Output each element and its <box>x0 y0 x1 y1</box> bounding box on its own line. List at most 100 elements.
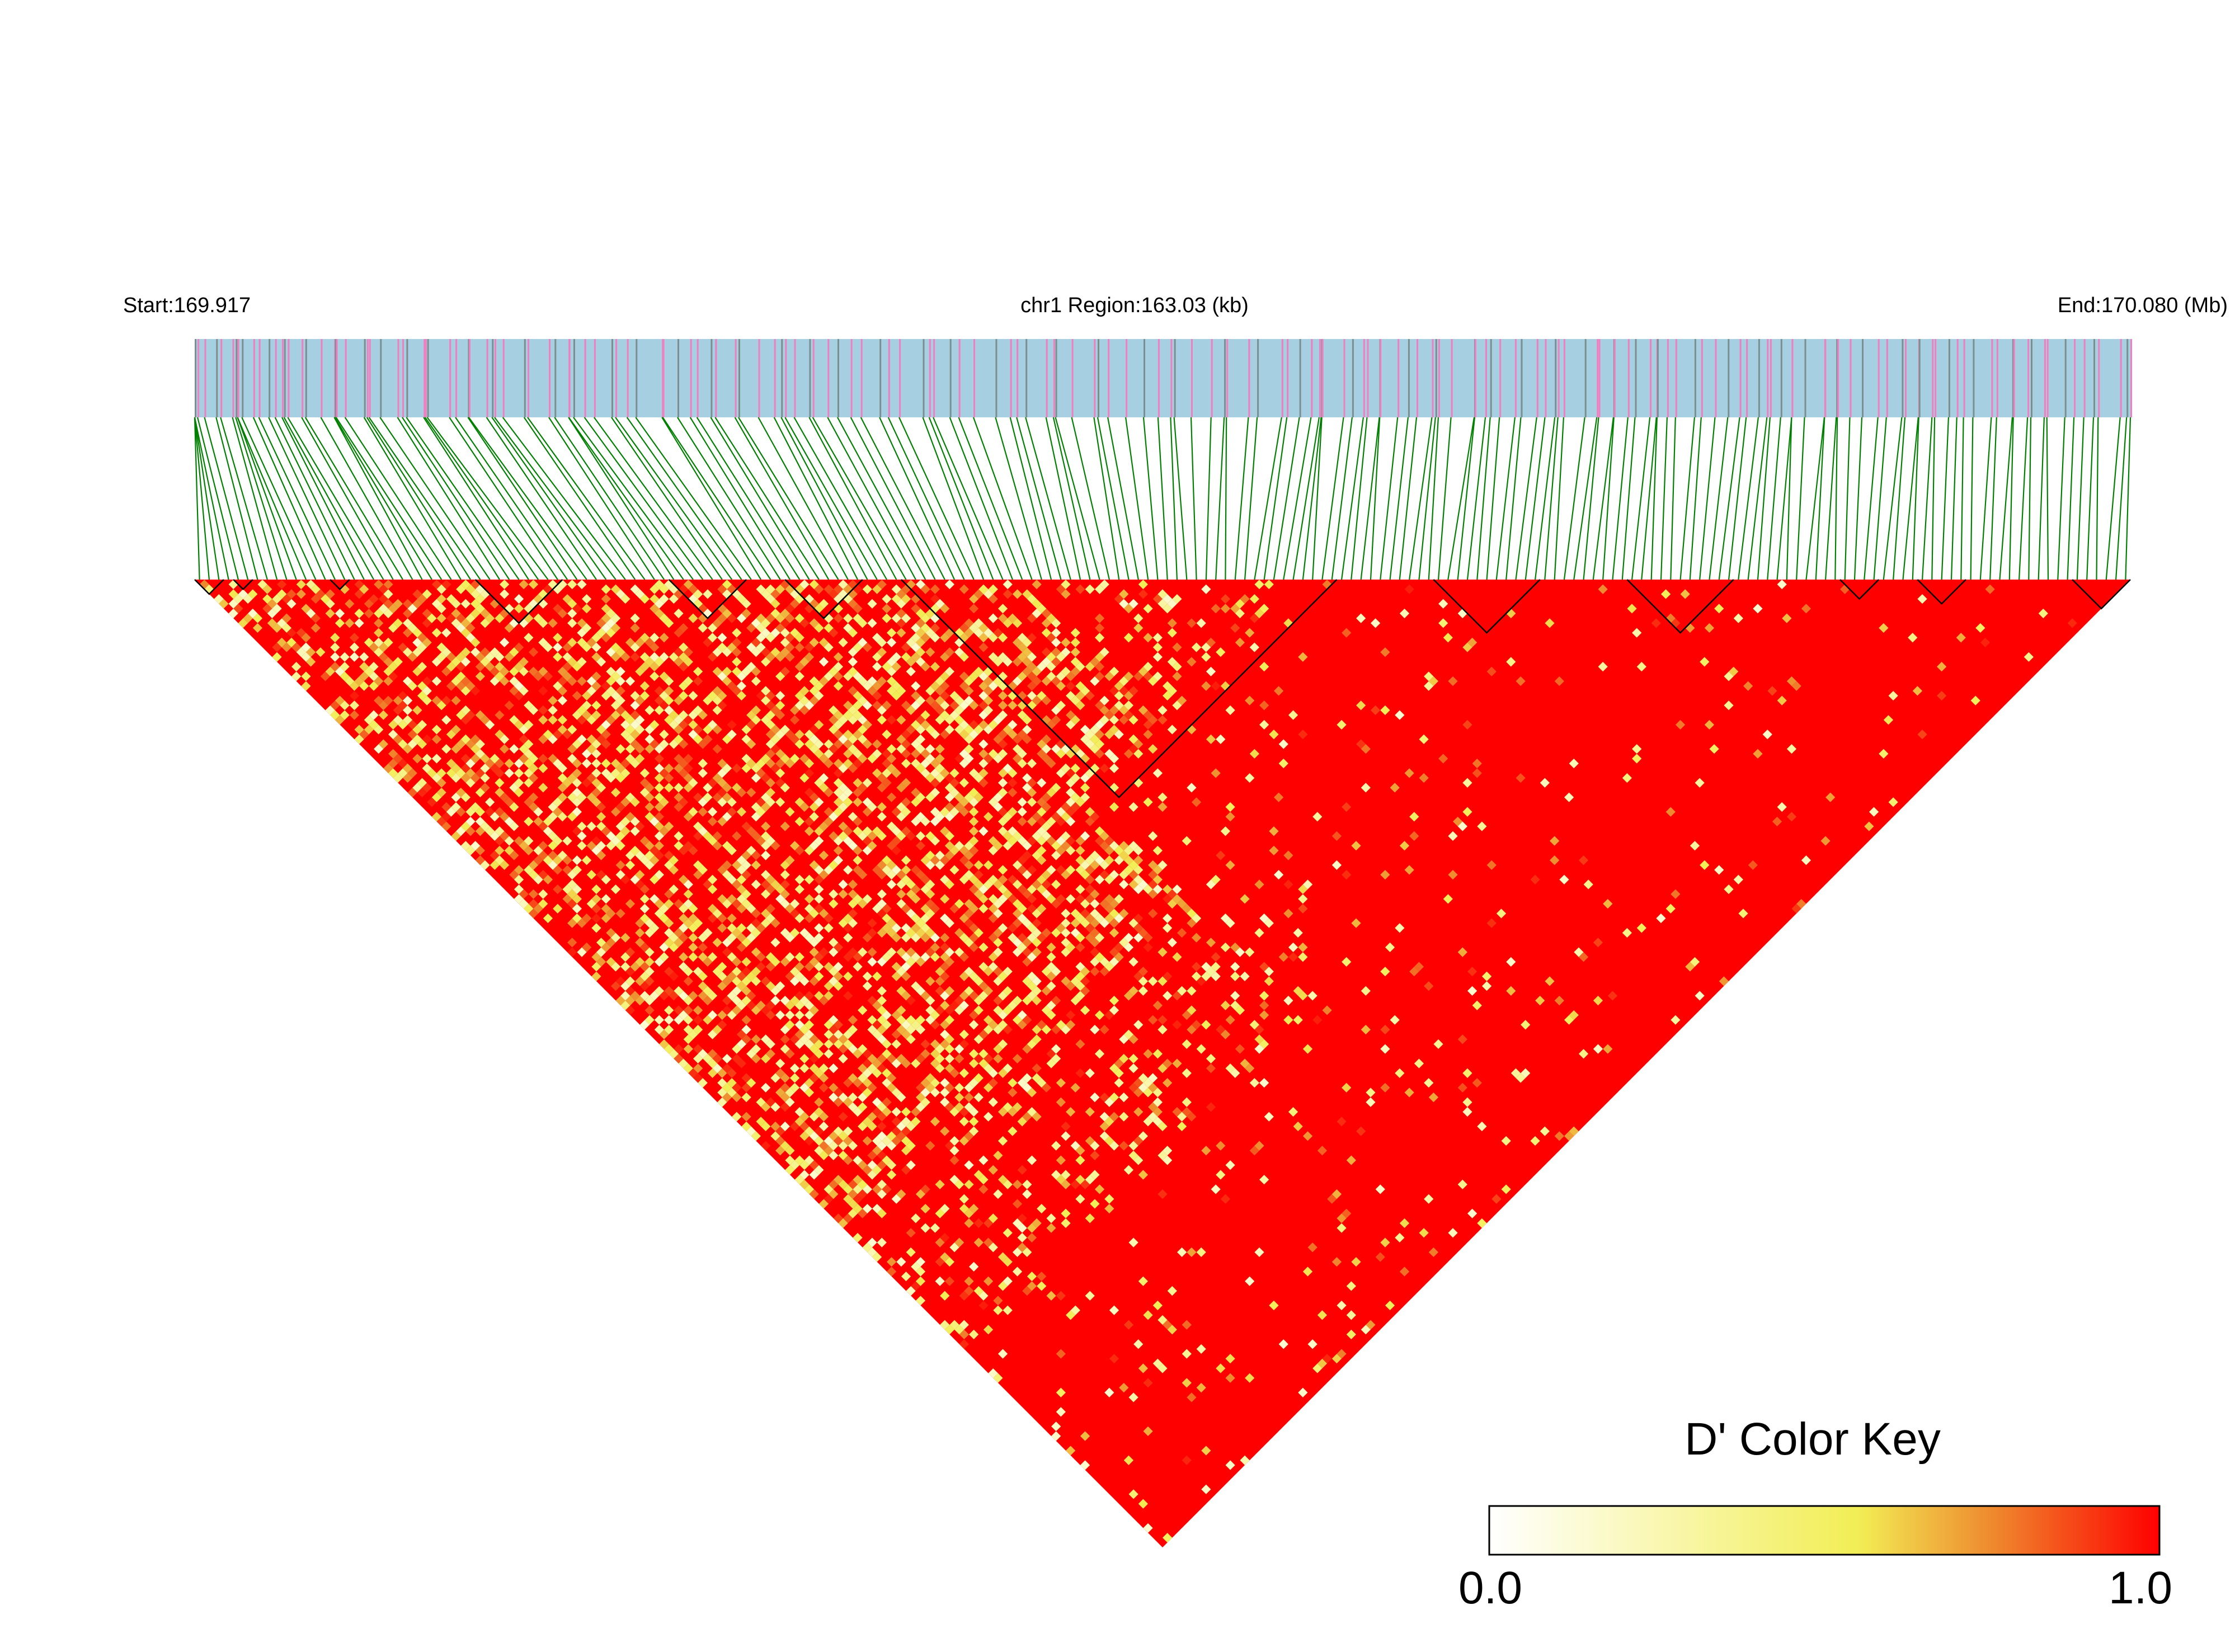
ld-cell <box>915 1024 926 1035</box>
ld-cell <box>838 821 848 831</box>
ld-cell <box>291 662 302 672</box>
ld-cell <box>1017 759 1027 769</box>
ld-cell <box>983 1024 994 1035</box>
ld-cell <box>1419 773 1429 783</box>
ld-cell <box>1143 710 1153 720</box>
ld-cell <box>818 1073 829 1083</box>
ld-cell <box>378 739 388 749</box>
ld-cell <box>761 754 771 764</box>
ld-cell <box>567 947 577 957</box>
ld-cell <box>877 870 887 880</box>
ld-cell <box>1090 812 1100 822</box>
ld-cell <box>954 1005 964 1015</box>
snp-connector <box>1660 417 1668 580</box>
ld-cell <box>407 681 417 691</box>
ld-cell <box>1462 642 1472 652</box>
ld-cell <box>944 1141 955 1151</box>
ld-cell <box>915 1257 926 1267</box>
ld-cell <box>1012 734 1023 745</box>
ld-cell <box>480 821 490 831</box>
ld-cell <box>698 807 708 817</box>
ld-cell <box>829 1131 839 1141</box>
ld-cell <box>1027 652 1037 662</box>
ld-cell <box>833 836 844 846</box>
ld-cell <box>1312 812 1323 822</box>
ld-cell <box>833 778 844 788</box>
ld-cell <box>997 1010 1008 1020</box>
ld-cell <box>940 1252 950 1262</box>
ld-cell <box>460 754 471 764</box>
ld-cell <box>1298 952 1308 962</box>
snp-connector <box>793 417 887 580</box>
ld-cell <box>504 759 514 769</box>
ld-cell <box>940 1203 950 1214</box>
ld-cell <box>920 991 930 1001</box>
ld-cell <box>944 850 955 860</box>
ld-cell <box>620 991 630 1001</box>
ld-cell <box>402 763 413 773</box>
ld-cell <box>983 986 994 996</box>
ld-cell <box>799 1121 810 1132</box>
ld-cell <box>698 710 708 720</box>
ld-cell <box>644 995 655 1006</box>
snp-connector <box>1747 417 1768 580</box>
ld-cell <box>412 628 422 638</box>
ld-cell <box>615 705 625 716</box>
ld-cell <box>983 1276 994 1286</box>
ld-cell <box>1380 1044 1390 1054</box>
ld-cell <box>775 768 785 778</box>
ld-cell <box>301 671 311 681</box>
ld-cell <box>431 628 442 638</box>
ld-cell <box>954 637 964 648</box>
ld-cell <box>669 710 679 720</box>
ld-cell <box>625 947 636 957</box>
ld-cell <box>983 812 994 822</box>
ld-cell <box>969 884 979 895</box>
ld-cell <box>1027 971 1037 981</box>
ld-cell <box>1056 700 1066 710</box>
ld-cell <box>780 879 790 889</box>
snp-connector <box>1864 417 1879 580</box>
ld-cell <box>1114 1068 1124 1078</box>
ld-cell <box>441 647 451 657</box>
ld-cell <box>582 913 592 924</box>
ld-cell <box>679 759 689 769</box>
ld-cell <box>935 1257 945 1267</box>
ld-cell <box>949 700 959 710</box>
ld-cell <box>978 884 989 895</box>
ld-cell <box>1046 865 1056 875</box>
ld-cell <box>1070 995 1080 1006</box>
ld-cell <box>756 623 766 633</box>
ld-cell <box>1114 845 1124 856</box>
ld-cell <box>345 676 355 686</box>
ld-cell <box>824 923 834 933</box>
ld-cell <box>978 710 989 720</box>
ld-cell <box>1017 797 1027 807</box>
ld-cell <box>1037 845 1047 856</box>
ld-cell <box>1066 778 1076 788</box>
ld-cell <box>935 967 945 977</box>
ld-cell <box>1051 1044 1061 1054</box>
ld-cell <box>717 981 727 991</box>
ld-cell <box>620 759 630 769</box>
snp-connector <box>1738 417 1759 580</box>
ld-cell <box>1264 967 1274 977</box>
ld-cell <box>925 860 935 870</box>
ld-cell <box>1012 1267 1023 1277</box>
ld-cell <box>1066 942 1076 953</box>
ld-cell <box>1177 928 1187 938</box>
snp-marker <box>258 339 261 417</box>
ld-cell <box>606 676 616 686</box>
snp-marker <box>1973 339 1975 417</box>
ld-cell <box>460 715 471 725</box>
ld-cell <box>644 1005 655 1015</box>
ld-cell <box>954 628 964 638</box>
ld-cell <box>707 633 718 643</box>
ld-cell <box>1216 1363 1226 1373</box>
ld-cell <box>693 1053 703 1063</box>
snp-marker <box>812 339 815 417</box>
ld-cell <box>615 976 625 986</box>
ld-cell <box>281 623 291 633</box>
snp-connector <box>1097 417 1130 580</box>
ld-cell <box>1302 1044 1313 1054</box>
